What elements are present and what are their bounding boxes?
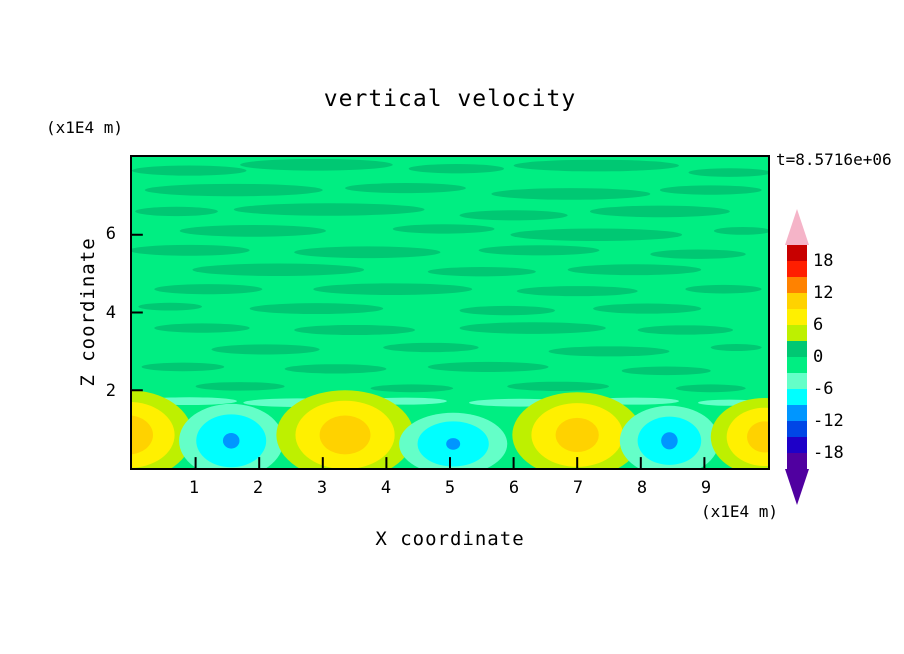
z-tick-label: 6: [105, 223, 116, 244]
z-tick-label: 2: [105, 381, 116, 402]
colorbar-band: [787, 373, 807, 389]
x-tick-label: 7: [572, 478, 584, 498]
colorbar-band: [787, 453, 807, 469]
plot-area: [130, 155, 770, 470]
colorbar-label: 0: [813, 347, 824, 367]
colorbar-label: 6: [813, 315, 824, 335]
z-axis-tick-labels: 2 4 6: [92, 155, 122, 470]
colorbar-band: [787, 437, 807, 453]
colorbar-band: [787, 277, 807, 293]
colorbar-label: -18: [813, 443, 844, 463]
colorbar-label: 18: [813, 251, 834, 271]
x-tick-label: 1: [188, 478, 200, 498]
colorbar-band: [787, 341, 807, 357]
x-tick-label: 5: [444, 478, 456, 498]
x-tick-label: 8: [636, 478, 648, 498]
colorbar-band: [787, 261, 807, 277]
colorbar-labels: 18 12 6 0 -6 -12 -18: [813, 245, 873, 469]
colorbar-band: [787, 293, 807, 309]
colorbar-top-arrow-icon: [785, 209, 809, 245]
z-axis-unit-label: (x1E4 m): [46, 118, 124, 137]
colorbar-band: [787, 357, 807, 373]
x-tick-label: 6: [508, 478, 520, 498]
colorbar-label: -12: [813, 411, 844, 431]
z-tick-label: 4: [105, 302, 116, 323]
x-axis-unit-label: (x1E4 m): [700, 502, 778, 521]
x-tick-label: 4: [380, 478, 392, 498]
chart-title: vertical velocity: [323, 86, 577, 112]
colorbar-band: [787, 421, 807, 437]
contour-field: [132, 157, 768, 468]
colorbar-bottom-arrow-icon: [785, 469, 809, 505]
colorbar-band: [787, 325, 807, 341]
colorbar-band: [787, 309, 807, 325]
x-tick-label: 9: [700, 478, 712, 498]
x-tick-label: 3: [316, 478, 328, 498]
colorbar-band: [787, 245, 807, 261]
colorbar-label: 12: [813, 283, 834, 303]
x-tick-label: 2: [252, 478, 264, 498]
colorbar-band: [787, 405, 807, 421]
colorbar-band: [787, 389, 807, 405]
colorbar-bands: [787, 245, 807, 469]
x-axis-tick-labels: 1 2 3 4 5 6 7 8 9: [130, 478, 770, 500]
time-annotation: t=8.5716e+06: [776, 150, 892, 169]
x-axis-label: X coordinate: [375, 528, 525, 550]
colorbar-label: -6: [813, 379, 834, 399]
colorbar: [785, 209, 809, 505]
